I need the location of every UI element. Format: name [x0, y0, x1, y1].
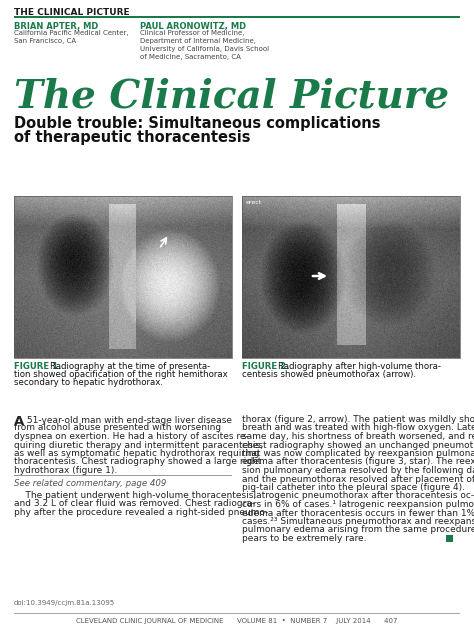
Text: The Clinical Picture: The Clinical Picture: [14, 78, 449, 116]
Text: breath and was treated with high-flow oxygen. Later the: breath and was treated with high-flow ox…: [242, 423, 474, 432]
Text: centesis showed pneumothorax (arrow).: centesis showed pneumothorax (arrow).: [242, 370, 416, 379]
Text: tion showed opacification of the right hemithorax: tion showed opacification of the right h…: [14, 370, 228, 379]
Text: Clinical Professor of Medicine,
Department of Internal Medicine,
University of C: Clinical Professor of Medicine, Departme…: [140, 30, 269, 60]
Text: that was now complicated by reexpansion pulmonary: that was now complicated by reexpansion …: [242, 449, 474, 458]
Text: PAUL ARONOWITZ, MD: PAUL ARONOWITZ, MD: [140, 22, 246, 31]
Text: doi:10.3949/ccjm.81a.13095: doi:10.3949/ccjm.81a.13095: [14, 600, 115, 606]
Text: from alcohol abuse presented with worsening: from alcohol abuse presented with worsen…: [14, 423, 221, 432]
Text: chest radiography showed an unchanged pneumothorax: chest radiography showed an unchanged pn…: [242, 440, 474, 449]
Text: thorax (figure 2, arrow). The patient was mildly short of: thorax (figure 2, arrow). The patient wa…: [242, 415, 474, 424]
Text: cases.²³ Simultaneous pneumothorax and reexpansion: cases.²³ Simultaneous pneumothorax and r…: [242, 517, 474, 526]
Text: FIGURE 2.: FIGURE 2.: [242, 362, 290, 371]
Text: phy after the procedure revealed a right-sided pneumo-: phy after the procedure revealed a right…: [14, 508, 268, 517]
Text: BRIAN APTER, MD: BRIAN APTER, MD: [14, 22, 99, 31]
Text: 51-year-old man with end-stage liver disease: 51-year-old man with end-stage liver dis…: [24, 416, 232, 425]
Text: as well as symptomatic hepatic hydrothorax requiring: as well as symptomatic hepatic hydrothor…: [14, 449, 259, 458]
Text: edema after thoracentesis (figure 3, star). The reexpan-: edema after thoracentesis (figure 3, sta…: [242, 457, 474, 466]
Text: edema after thoracentesis occurs in fewer than 1% of: edema after thoracentesis occurs in fewe…: [242, 509, 474, 517]
Bar: [14, 16, 460, 18]
Text: Double trouble: Simultaneous complications: Double trouble: Simultaneous complicatio…: [14, 116, 381, 131]
Text: California Pacific Medical Center,
San Francisco, CA: California Pacific Medical Center, San F…: [14, 30, 128, 44]
Text: erect: erect: [246, 200, 262, 205]
Text: THE CLINICAL PICTURE: THE CLINICAL PICTURE: [14, 8, 129, 17]
Bar: [14, 196, 232, 358]
Text: dyspnea on exertion. He had a history of ascites re-: dyspnea on exertion. He had a history of…: [14, 432, 249, 441]
Text: thoracentesis. Chest radiography showed a large right: thoracentesis. Chest radiography showed …: [14, 457, 261, 466]
Text: secondary to hepatic hydrothorax.: secondary to hepatic hydrothorax.: [14, 378, 163, 387]
Text: A: A: [14, 415, 24, 428]
Bar: [242, 196, 460, 358]
Text: sion pulmonary edema resolved by the following day,: sion pulmonary edema resolved by the fol…: [242, 466, 474, 475]
Text: Radiography after high-volume thora-: Radiography after high-volume thora-: [278, 362, 441, 371]
Text: pears to be extremely rare.: pears to be extremely rare.: [242, 534, 366, 543]
Text: hydrothorax (figure 1).: hydrothorax (figure 1).: [14, 466, 117, 475]
Text: The patient underwent high-volume thoracentesis,: The patient underwent high-volume thorac…: [14, 491, 256, 500]
Text: and 3.2 L of clear fluid was removed. Chest radiogra-: and 3.2 L of clear fluid was removed. Ch…: [14, 500, 255, 509]
Text: same day, his shortness of breath worsened, and repeat: same day, his shortness of breath worsen…: [242, 432, 474, 441]
Text: and the pneumothorax resolved after placement of a: and the pneumothorax resolved after plac…: [242, 475, 474, 483]
Text: pig-tail catheter into the pleural space (figure 4).: pig-tail catheter into the pleural space…: [242, 483, 465, 492]
Text: CLEVELAND CLINIC JOURNAL OF MEDICINE      VOLUME 81  •  NUMBER 7    JULY 2014   : CLEVELAND CLINIC JOURNAL OF MEDICINE VOL…: [76, 618, 398, 624]
Text: FIGURE 1.: FIGURE 1.: [14, 362, 62, 371]
Text: curs in 6% of cases.¹ Iatrogenic reexpansion pulmonary: curs in 6% of cases.¹ Iatrogenic reexpan…: [242, 500, 474, 509]
Text: quiring diuretic therapy and intermittent paracentesis,: quiring diuretic therapy and intermitten…: [14, 440, 263, 449]
Bar: [446, 534, 453, 541]
Text: pulmonary edema arising from the same procedure ap-: pulmonary edema arising from the same pr…: [242, 526, 474, 534]
Text: See related commentary, page 409: See related commentary, page 409: [14, 478, 166, 488]
Text: Iatrogenic pneumothorax after thoracentesis oc-: Iatrogenic pneumothorax after thoracente…: [242, 492, 474, 500]
Text: of therapeutic thoracentesis: of therapeutic thoracentesis: [14, 130, 250, 145]
Text: Radiography at the time of presenta-: Radiography at the time of presenta-: [50, 362, 210, 371]
